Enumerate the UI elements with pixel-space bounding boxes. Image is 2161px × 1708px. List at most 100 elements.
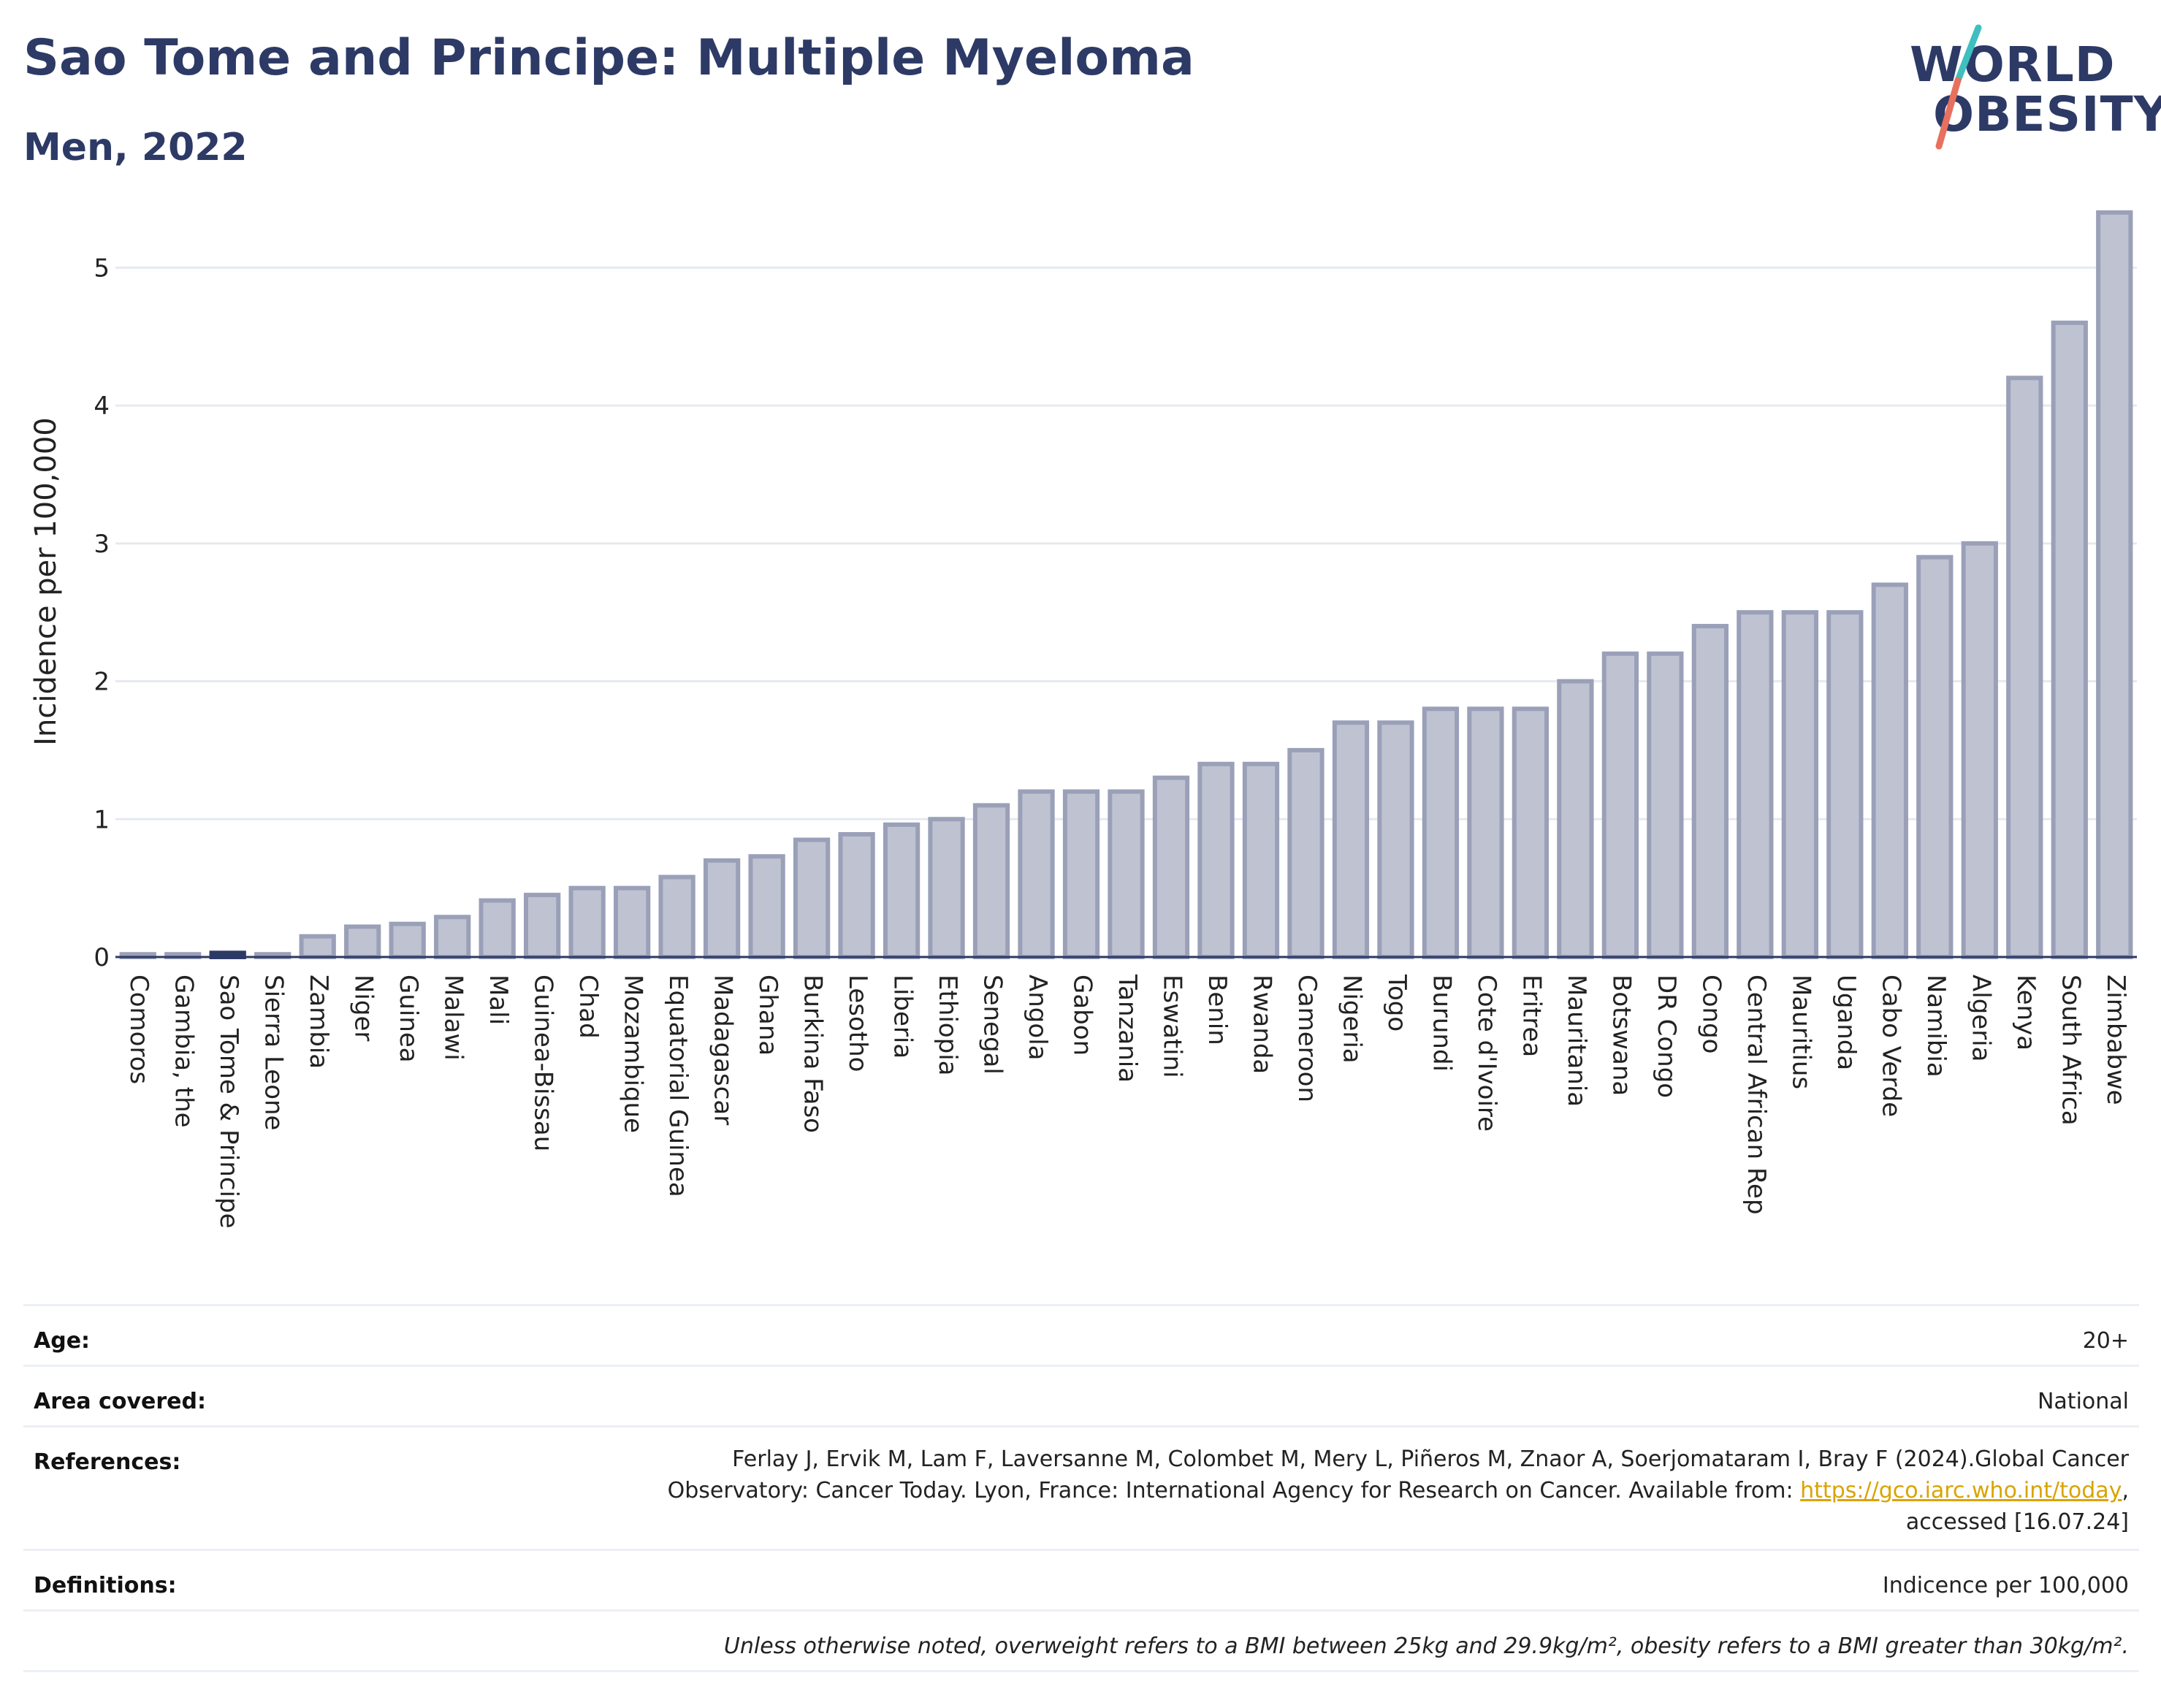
bar [613, 885, 651, 959]
x-tick-label: Tanzania [1113, 974, 1142, 1083]
x-tick-label: Gambia, the [169, 975, 199, 1128]
x-tick-label: Lesotho [843, 975, 872, 1072]
y-tick-label: 4 [94, 392, 110, 421]
info-row-references: References: Ferlay J, Ervik M, Lam F, La… [23, 1425, 2139, 1549]
x-tick-label: Benin [1203, 975, 1232, 1045]
bar [434, 915, 471, 959]
x-tick-label: Central African Rep [1742, 975, 1771, 1215]
x-tick-label: Mozambique [619, 975, 648, 1133]
x-tick-label: Sao Tome & Principe [214, 975, 243, 1229]
chart-title: Sao Tome and Principe: Multiple Myeloma [23, 29, 1194, 87]
bar [479, 898, 516, 960]
x-tick-label: Ghana [753, 975, 782, 1056]
x-tick-label: Guinea [394, 975, 423, 1063]
definitions-label: Definitions: [34, 1573, 177, 1598]
x-tick-label: Cameroon [1292, 975, 1322, 1102]
y-tick-label: 1 [94, 805, 110, 834]
bar [1557, 679, 1594, 960]
chart-subtitle: Men, 2022 [23, 126, 248, 169]
bar [1242, 761, 1280, 960]
references-label: References: [34, 1449, 181, 1475]
bar [1197, 761, 1235, 960]
bar [1422, 706, 1460, 959]
x-tick-label: Angola [1023, 975, 1052, 1060]
x-axis-tick-labels: Comoros Gambia, the Sao Tome & Principe Sie… [124, 974, 2130, 1229]
references-line-2-end: , [2122, 1478, 2129, 1503]
logo-slash-icon [1935, 24, 1982, 150]
bar [928, 817, 965, 959]
bar [1781, 610, 1818, 959]
area-label: Area covered: [34, 1389, 206, 1414]
x-tick-label: Eritrea [1517, 975, 1546, 1057]
bar [972, 803, 1010, 960]
bar [1961, 541, 1998, 959]
references-value: Ferlay J, Ervik M, Lam F, Laversanne M, … [449, 1444, 2129, 1538]
x-tick-label: Rwanda [1247, 975, 1276, 1074]
info-row-note: Unless otherwise noted, overweight refer… [23, 1609, 2139, 1672]
bar [1512, 706, 1550, 959]
x-tick-label: Burkina Faso [799, 975, 828, 1133]
info-row-area: Area covered: National [23, 1365, 2139, 1425]
x-tick-label: Comoros [124, 975, 153, 1084]
x-tick-label: South Africa [2056, 975, 2085, 1126]
bar [1467, 706, 1504, 959]
x-tick-label: Gabon [1068, 975, 1097, 1056]
x-tick-label: Botswana [1607, 975, 1636, 1096]
bar [883, 822, 921, 959]
age-label: Age: [34, 1328, 91, 1354]
bars [119, 210, 2133, 960]
x-tick-label: Chad [573, 975, 603, 1039]
info-row-age: Age: 20+ [23, 1304, 2139, 1365]
bar [568, 885, 606, 959]
bar [1871, 582, 1908, 959]
age-value: 20+ [2082, 1328, 2129, 1354]
bmi-note: Unless otherwise noted, overweight refer… [723, 1633, 2129, 1659]
y-axis-label: Incidence per 100,000 [29, 417, 63, 746]
references-line-1: Ferlay J, Ervik M, Lam F, Laversanne M, … [732, 1446, 2129, 1472]
x-tick-label: Mauritius [1786, 975, 1815, 1089]
bar [1287, 747, 1325, 959]
world-obesity-logo: WORLD OBESITY [1899, 22, 2161, 153]
x-tick-label: Algeria [1966, 975, 1995, 1061]
x-tick-label: Guinea-Bissau [529, 975, 558, 1151]
logo-word-world: WORLD [1910, 37, 2116, 93]
bar [2006, 375, 2043, 959]
x-tick-label: Uganda [1832, 975, 1861, 1070]
x-tick-label: Equatorial Guinea [663, 975, 693, 1197]
references-line-2: Observatory: Cancer Today. Lyon, France:… [449, 1475, 2129, 1506]
x-tick-label: Nigeria [1337, 975, 1366, 1064]
bar [1691, 624, 1729, 960]
bar [389, 921, 426, 959]
references-link[interactable]: https://gco.iarc.who.int/today [1800, 1478, 2122, 1503]
bar [299, 934, 336, 960]
bar [1826, 610, 1864, 959]
x-tick-label: Sierra Leone [259, 975, 289, 1130]
x-tick-label: Cabo Verde [1876, 975, 1905, 1117]
bar [1062, 789, 1100, 959]
references-line-3: accessed [16.07.24] [1905, 1509, 2129, 1535]
x-tick-label: Togo [1382, 974, 1411, 1032]
info-row-definitions: Definitions: Indicence per 100,000 [23, 1549, 2139, 1609]
bar [1737, 610, 1774, 959]
x-tick-label: Congo [1696, 975, 1726, 1053]
bar [1152, 775, 1190, 959]
bar [658, 874, 695, 960]
x-tick-label: Namibia [1921, 975, 1951, 1078]
y-tick-label: 5 [94, 253, 110, 283]
bar [2096, 210, 2133, 959]
bar [524, 893, 561, 960]
x-tick-label: Niger [349, 975, 378, 1041]
bar [1916, 554, 1954, 959]
bar [1108, 789, 1145, 959]
x-tick-label: DR Congo [1652, 975, 1681, 1098]
info-table: Age: 20+ Area covered: National Referenc… [23, 1304, 2139, 1672]
bar [703, 858, 741, 959]
bar [838, 832, 875, 959]
bar [1601, 651, 1639, 959]
bar [1332, 720, 1370, 959]
x-tick-label: Kenya [2011, 975, 2040, 1051]
references-line-2-text: Observatory: Cancer Today. Lyon, France:… [667, 1478, 1801, 1503]
x-tick-label: Eswatini [1157, 975, 1186, 1078]
y-tick-label: 2 [94, 668, 110, 697]
x-tick-label: Malawi [439, 975, 468, 1061]
